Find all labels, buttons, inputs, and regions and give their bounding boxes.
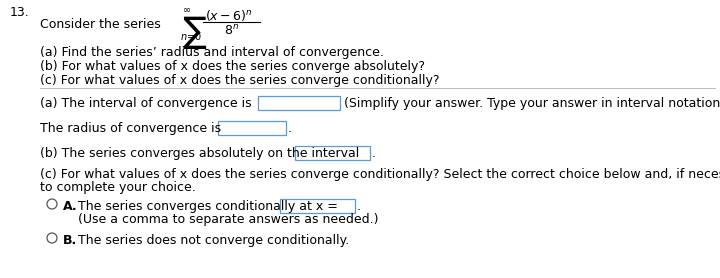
Text: (a) Find the series’ radius and interval of convergence.: (a) Find the series’ radius and interval… <box>40 46 384 59</box>
Text: A.: A. <box>63 200 78 213</box>
Text: The series does not converge conditionally.: The series does not converge conditional… <box>78 234 349 247</box>
Text: Consider the series: Consider the series <box>40 18 161 31</box>
Text: (c) For what values of x does the series converge conditionally?: (c) For what values of x does the series… <box>40 74 439 87</box>
Text: .: . <box>288 122 292 135</box>
Text: $\sum$: $\sum$ <box>182 14 207 51</box>
Text: .: . <box>372 147 376 160</box>
Text: to complete your choice.: to complete your choice. <box>40 181 196 194</box>
Text: The radius of convergence is: The radius of convergence is <box>40 122 221 135</box>
Text: 13.: 13. <box>10 6 30 19</box>
Text: $8^n$: $8^n$ <box>224 24 239 38</box>
Circle shape <box>47 233 57 243</box>
FancyBboxPatch shape <box>258 96 340 110</box>
Text: (a) The interval of convergence is: (a) The interval of convergence is <box>40 97 251 110</box>
Text: $n\!=\!0$: $n\!=\!0$ <box>180 30 202 42</box>
Text: .: . <box>357 200 361 213</box>
Text: $\infty$: $\infty$ <box>181 5 191 14</box>
Text: The series converges conditionally at x =: The series converges conditionally at x … <box>78 200 338 213</box>
Text: B.: B. <box>63 234 77 247</box>
Circle shape <box>47 199 57 209</box>
Text: (Use a comma to separate answers as needed.): (Use a comma to separate answers as need… <box>78 213 379 226</box>
Text: (b) The series converges absolutely on the interval: (b) The series converges absolutely on t… <box>40 147 359 160</box>
Text: (Simplify your answer. Type your answer in interval notation.): (Simplify your answer. Type your answer … <box>344 97 720 110</box>
Text: $(x-6)^n$: $(x-6)^n$ <box>205 8 253 23</box>
FancyBboxPatch shape <box>280 199 355 213</box>
FancyBboxPatch shape <box>295 146 370 160</box>
Text: (c) For what values of x does the series converge conditionally? Select the corr: (c) For what values of x does the series… <box>40 168 720 181</box>
Text: (b) For what values of x does the series converge absolutely?: (b) For what values of x does the series… <box>40 60 425 73</box>
FancyBboxPatch shape <box>218 121 286 135</box>
